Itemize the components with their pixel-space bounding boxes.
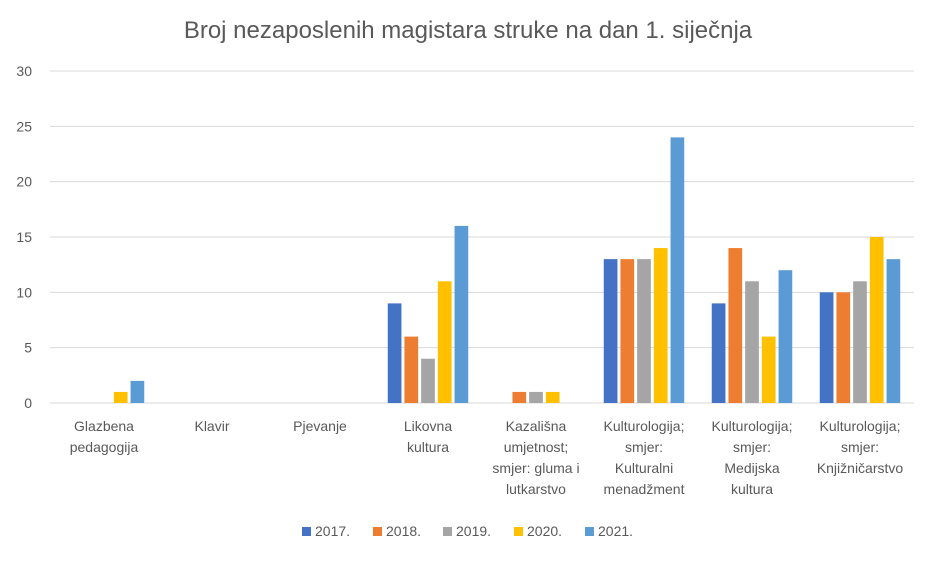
bar	[620, 259, 635, 403]
legend-label: 2019.	[456, 523, 491, 539]
y-tick-label: 15	[16, 229, 32, 245]
legend-label: 2017.	[315, 523, 350, 539]
x-tick-label: Kulturologija; smjer: Knjižničarstvo	[817, 418, 904, 476]
bar	[836, 292, 851, 403]
x-tick-label: Kulturologija; smjer: Medijska kultura	[712, 418, 793, 497]
bar	[745, 281, 759, 403]
legend-swatch	[302, 527, 311, 536]
bar	[711, 303, 726, 403]
x-tick-label: Kazališna umjetnost; smjer: gluma i lutkars…	[492, 418, 579, 497]
bar	[869, 237, 884, 403]
bar	[404, 336, 419, 403]
bar	[603, 259, 618, 403]
bar	[670, 137, 685, 403]
y-tick-label: 20	[16, 174, 32, 190]
bar	[886, 259, 901, 403]
legend-swatch	[585, 527, 594, 536]
x-tick-label: Klavir	[194, 418, 229, 434]
x-tick-label: Pjevanje	[293, 418, 347, 434]
gridlines	[50, 70, 914, 404]
chart-title: Broj nezaposlenih magistara struke na da…	[184, 17, 753, 44]
legend-swatch	[443, 527, 452, 536]
y-tick-label: 25	[16, 118, 32, 134]
bar	[454, 225, 469, 403]
bar	[778, 270, 793, 403]
x-tick-label: Glazbena pedagogija	[70, 418, 139, 455]
legend-label: 2018.	[386, 523, 421, 539]
bar	[437, 281, 452, 403]
bar	[512, 391, 527, 403]
y-axis-tick-labels: 0 5 10 15 20 25 30	[16, 63, 32, 411]
bar	[728, 248, 743, 403]
legend: 2017. 2018. 2019. 2020. 2021.	[302, 523, 633, 539]
y-tick-label: 30	[16, 63, 32, 79]
bar	[529, 391, 543, 403]
bar	[545, 391, 560, 403]
bar	[853, 281, 867, 403]
bar	[653, 248, 668, 403]
bar	[819, 292, 834, 403]
y-tick-label: 5	[24, 340, 32, 356]
legend-label: 2020.	[527, 523, 562, 539]
legend-swatch	[373, 527, 382, 536]
x-tick-label: Likovna kultura	[404, 418, 452, 455]
y-tick-label: 10	[16, 284, 32, 300]
bar	[113, 391, 128, 403]
bar	[761, 336, 776, 403]
bar	[387, 303, 402, 403]
y-tick-label: 0	[24, 395, 32, 411]
bars	[113, 137, 901, 403]
x-axis-tick-labels: Glazbena pedagogija Klavir Pjevanje Likovna k…	[70, 418, 904, 497]
bar	[130, 380, 145, 403]
bar	[637, 259, 651, 403]
x-tick-label: Kulturologija; smjer: Kulturalni menadžment	[604, 418, 685, 497]
legend-swatch	[514, 527, 523, 536]
bar	[421, 358, 435, 403]
legend-label: 2021.	[598, 523, 633, 539]
